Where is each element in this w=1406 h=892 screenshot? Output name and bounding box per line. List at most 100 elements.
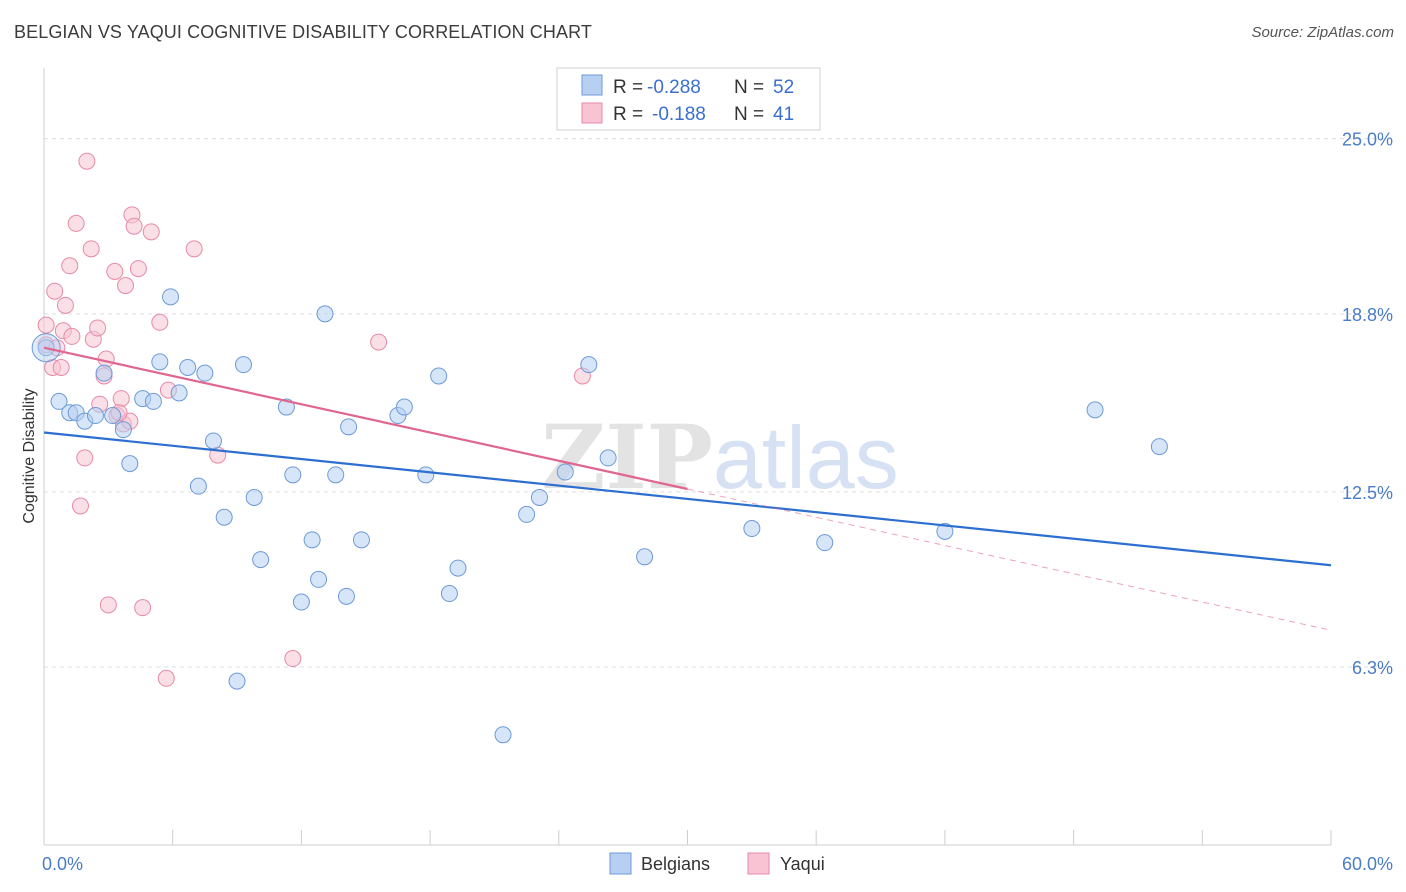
belgian-point-16 bbox=[189, 477, 207, 495]
belgian-point-50 bbox=[1086, 401, 1104, 419]
yaqui-point-32 bbox=[151, 313, 169, 331]
belgian-point-29 bbox=[316, 305, 334, 323]
belgian-point-14 bbox=[170, 384, 188, 402]
legend-r-value-1: -0.288 bbox=[647, 77, 701, 98]
yaqui-point-7 bbox=[56, 296, 74, 314]
belgian-point-21 bbox=[234, 356, 252, 374]
yaqui-point-28 bbox=[125, 217, 143, 235]
belgian-point-43 bbox=[556, 463, 574, 481]
yaqui-point-13 bbox=[78, 152, 96, 170]
belgian-point-27 bbox=[303, 531, 321, 549]
yaqui-trend-extension bbox=[687, 488, 1332, 631]
x-tick-label-0: 0.0% bbox=[42, 854, 83, 874]
legend-r-label-1: R = bbox=[613, 77, 643, 98]
y-tick-label-1: 12.5% bbox=[1342, 483, 1393, 503]
yaqui-point-38 bbox=[370, 333, 388, 351]
yaqui-point-20 bbox=[99, 596, 117, 614]
legend-n-label-2: N = bbox=[734, 104, 764, 125]
belgian-point-51 bbox=[1150, 438, 1168, 456]
series-legend-swatch-belgians bbox=[609, 852, 632, 875]
legend-n-value-1: 52 bbox=[773, 77, 794, 98]
belgian-point-12 bbox=[151, 353, 169, 371]
belgian-point-33 bbox=[352, 531, 370, 549]
belgian-points bbox=[31, 288, 1168, 744]
yaqui-point-30 bbox=[134, 599, 152, 617]
yaqui-point-37 bbox=[284, 650, 302, 668]
belgian-point-45 bbox=[599, 449, 617, 467]
belgian-trend-line bbox=[43, 431, 1332, 567]
legend-swatch-belgians bbox=[581, 74, 603, 96]
belgian-point-48 bbox=[816, 534, 834, 552]
belgian-point-31 bbox=[337, 587, 355, 605]
belgian-point-20 bbox=[228, 672, 246, 690]
series-legend: Belgians Yaqui bbox=[609, 852, 825, 875]
trend-lines bbox=[43, 346, 1332, 631]
yaqui-point-23 bbox=[112, 390, 130, 408]
belgian-point-9 bbox=[121, 455, 139, 473]
series-legend-swatch-yaqui bbox=[747, 852, 770, 875]
x-tick-labels: 0.0% 60.0% bbox=[42, 854, 1393, 874]
belgian-point-6 bbox=[95, 364, 113, 382]
belgian-point-7 bbox=[104, 407, 122, 425]
yaqui-point-16 bbox=[89, 319, 107, 337]
belgian-point-36 bbox=[417, 466, 435, 484]
axes bbox=[43, 68, 1332, 846]
yaqui-point-0 bbox=[37, 316, 55, 334]
belgian-point-44 bbox=[580, 356, 598, 374]
yaqui-point-8 bbox=[61, 257, 79, 275]
yaqui-point-31 bbox=[142, 223, 160, 241]
yaqui-point-21 bbox=[106, 262, 124, 280]
belgian-point-24 bbox=[277, 398, 295, 416]
stats-legend: R = -0.288 N = 52 R = -0.188 N = 41 bbox=[556, 67, 821, 131]
yaqui-point-5 bbox=[52, 358, 70, 376]
belgian-point-15 bbox=[179, 358, 197, 376]
belgian-point-1 bbox=[50, 392, 68, 410]
belgian-point-40 bbox=[494, 726, 512, 744]
belgian-point-46 bbox=[636, 548, 654, 566]
belgian-point-41 bbox=[518, 505, 536, 523]
yaqui-point-25 bbox=[117, 277, 135, 295]
yaqui-point-33 bbox=[157, 669, 175, 687]
belgian-point-39 bbox=[449, 559, 467, 577]
y-axis-label: Cognitive Disability bbox=[21, 388, 38, 523]
y-tick-labels: 6.3% 12.5% 18.8% 25.0% bbox=[1342, 130, 1393, 678]
belgian-point-19 bbox=[215, 508, 233, 526]
yaqui-point-29 bbox=[129, 260, 147, 278]
series-legend-label-yaqui: Yaqui bbox=[780, 854, 825, 874]
y-tick-label-2: 18.8% bbox=[1342, 305, 1393, 325]
legend-n-label-1: N = bbox=[734, 77, 764, 98]
belgian-point-26 bbox=[292, 593, 310, 611]
legend-r-value-2: -0.188 bbox=[652, 104, 706, 125]
belgian-point-22 bbox=[245, 488, 263, 506]
x-tick-label-1: 60.0% bbox=[1342, 854, 1393, 874]
belgian-point-8 bbox=[114, 421, 132, 439]
belgian-point-11 bbox=[144, 392, 162, 410]
yaqui-point-14 bbox=[82, 240, 100, 258]
series-legend-label-belgians: Belgians bbox=[641, 854, 710, 874]
yaqui-point-3 bbox=[46, 282, 64, 300]
belgian-point-25 bbox=[284, 466, 302, 484]
grid-lines bbox=[44, 138, 1396, 668]
belgian-point-18 bbox=[204, 432, 222, 450]
source-credit: Source: ZipAtlas.com bbox=[1251, 24, 1394, 41]
legend-swatch-yaqui bbox=[581, 102, 603, 124]
yaqui-point-35 bbox=[185, 240, 203, 258]
belgian-point-37 bbox=[430, 367, 448, 385]
y-tick-label-3: 25.0% bbox=[1342, 130, 1393, 150]
yaqui-points bbox=[37, 152, 591, 687]
belgian-point-17 bbox=[196, 364, 214, 382]
belgian-point-35 bbox=[395, 398, 413, 416]
belgian-point-23 bbox=[252, 551, 270, 569]
belgian-point-5 bbox=[86, 407, 104, 425]
belgian-point-28 bbox=[310, 570, 328, 588]
belgian-point-30 bbox=[327, 466, 345, 484]
yaqui-point-10 bbox=[67, 214, 85, 232]
watermark: ZIPatlas bbox=[541, 405, 898, 509]
belgian-point-32 bbox=[340, 418, 358, 436]
yaqui-point-11 bbox=[71, 497, 89, 515]
legend-n-value-2: 41 bbox=[773, 104, 794, 125]
yaqui-trend-line bbox=[43, 346, 688, 491]
y-tick-label-0: 6.3% bbox=[1352, 658, 1393, 678]
chart-title: BELGIAN VS YAQUI COGNITIVE DISABILITY CO… bbox=[14, 22, 592, 42]
belgian-point-47 bbox=[743, 520, 761, 538]
